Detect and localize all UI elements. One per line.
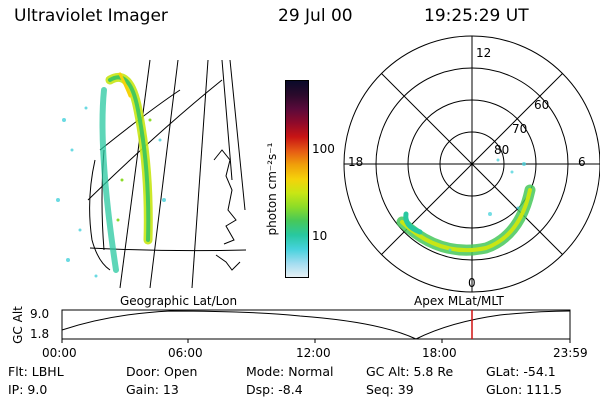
time-tick-0600: 06:00 [168,346,203,360]
info-seq: Seq: 39 [366,382,414,397]
info-mode: Mode: Normal [246,364,334,379]
altitude-plot-frame [61,309,571,340]
time-label: 19:25:29 UT [424,6,529,26]
polar-mlt-0: 0 [468,276,476,290]
geo-panel-label: Geographic Lat/Lon [120,294,238,308]
instrument-title: Ultraviolet Imager [14,6,168,26]
colorbar-tick-100: 100 [312,142,335,156]
info-glon: GLon: 111.5 [486,382,562,397]
altitude-ytick-1-8: 1.8 [30,327,50,341]
colorbar-tick-10: 10 [312,229,328,243]
polar-lat-80: 80 [494,143,510,157]
altitude-ytick-9: 9.0 [30,307,50,321]
date-label: 29 Jul 00 [278,6,353,26]
info-filter: Flt: LBHL [8,364,64,379]
time-tick-1200: 12:00 [296,346,331,360]
altitude-curve [61,310,571,340]
time-tick-0000: 00:00 [42,346,77,360]
info-door: Door: Open [126,364,198,379]
polar-mlt-6: 6 [578,155,586,169]
time-tick-2359: 23:59 [553,346,588,360]
polar-panel-label: Apex MLat/MLT [414,294,504,308]
colorbar [285,80,309,278]
info-ip: IP: 9.0 [8,382,48,397]
polar-lat-60: 60 [534,98,550,112]
time-tick-1800: 18:00 [422,346,457,360]
polar-mlt-18: 18 [348,155,364,169]
info-dsp: Dsp: -8.4 [246,382,303,397]
colorbar-gradient [286,81,308,277]
info-gain: Gain: 13 [126,382,179,397]
info-glat: GLat: -54.1 [486,364,556,379]
polar-mlt-12: 12 [476,46,492,60]
info-gc-alt: GC Alt: 5.8 Re [366,364,454,379]
altitude-ylabel: GC Alt [11,306,25,344]
polar-lat-70: 70 [512,122,528,136]
